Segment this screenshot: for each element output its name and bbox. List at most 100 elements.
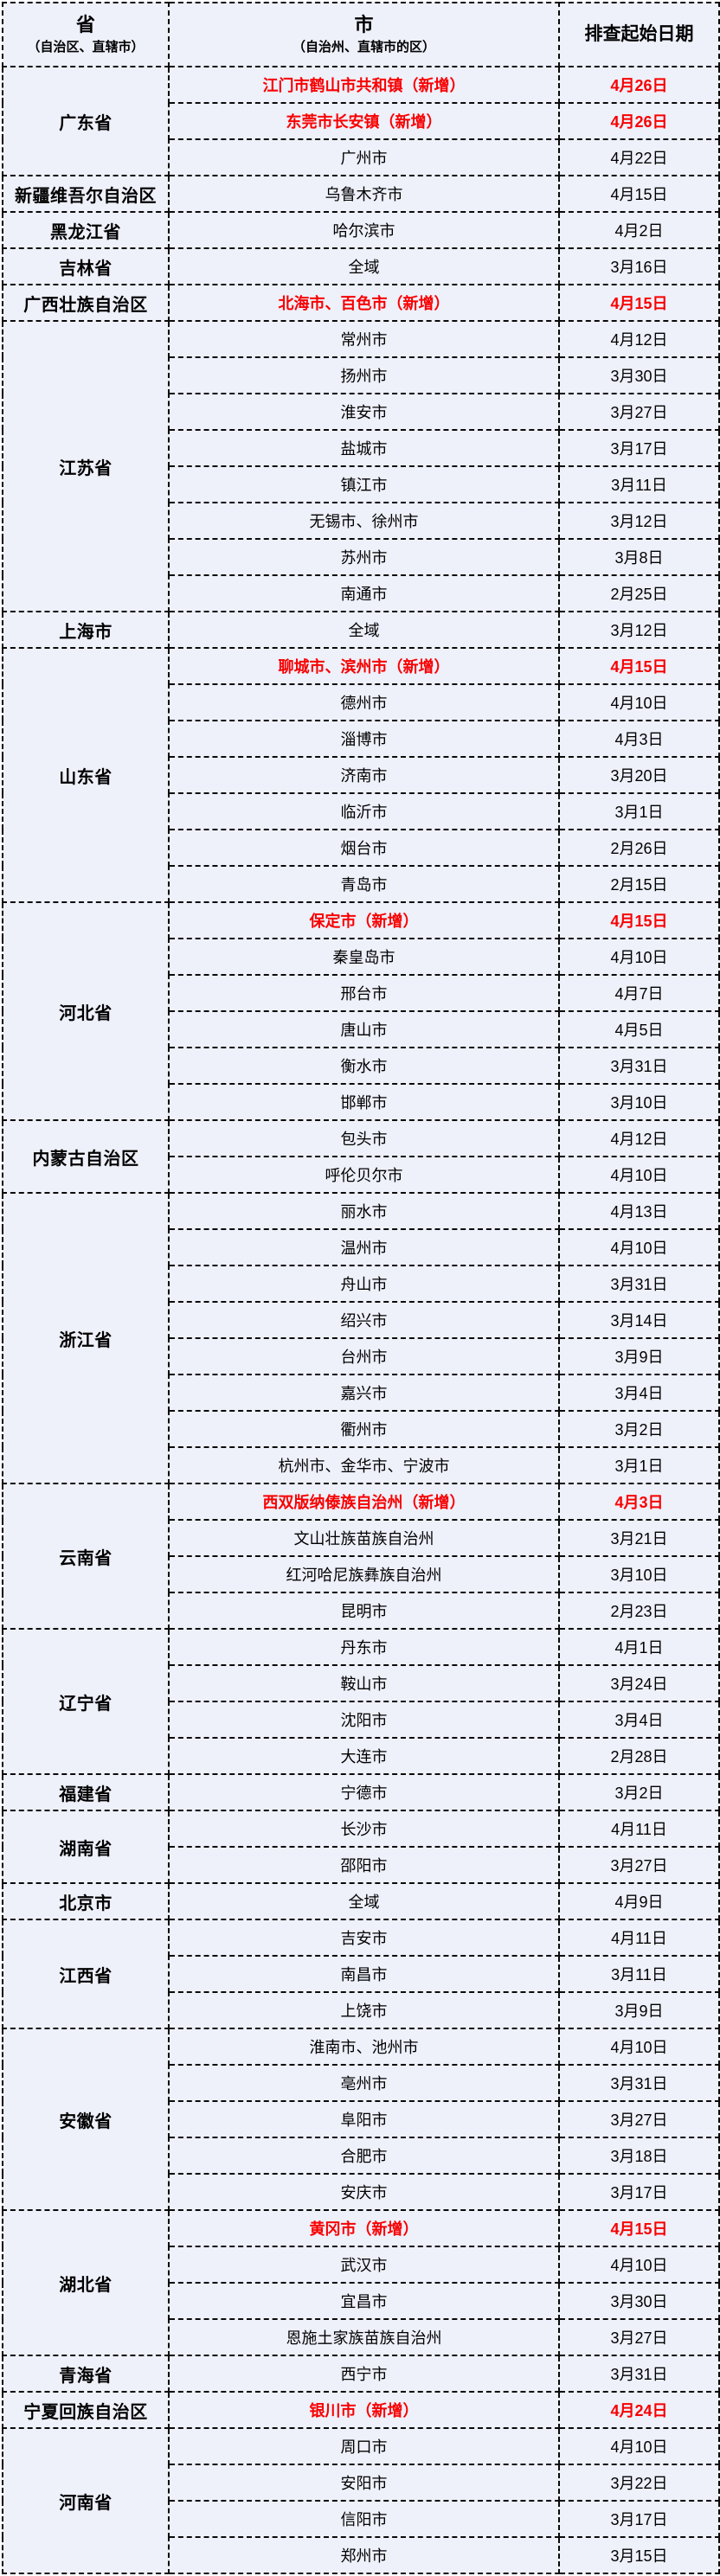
date-cell: 2月25日 xyxy=(558,574,720,612)
city-cell: 绍兴市 xyxy=(168,1301,560,1339)
table-row: 邵阳市 3月27日 xyxy=(3,1846,720,1884)
table-row: 东莞市长安镇（新增） 4月26日 xyxy=(3,102,720,140)
table-row: 沈阳市 3月4日 xyxy=(3,1701,720,1739)
date-cell: 4月1日 xyxy=(558,1628,720,1666)
date-cell: 3月31日 xyxy=(558,1265,720,1303)
table-row: 江苏省 常州市 4月12日 xyxy=(2,320,720,612)
date-cell: 3月10日 xyxy=(558,1083,720,1121)
header-start-date: 排查起始日期 xyxy=(558,2,720,67)
city-cell-new: 北海市、百色市（新增） xyxy=(168,284,560,322)
table-row: 临沂市 3月1日 xyxy=(3,792,720,830)
province-cell: 上海市 xyxy=(2,611,170,649)
date-cell: 4月10日 xyxy=(558,1156,720,1194)
city-cell: 周口市 xyxy=(168,2427,560,2465)
table-row: 邢台市 4月7日 xyxy=(3,974,720,1012)
date-cell: 3月30日 xyxy=(558,2282,720,2320)
city-cell: 亳州市 xyxy=(168,2064,560,2102)
date-cell: 3月31日 xyxy=(558,2064,720,2102)
city-cell: 盐城市 xyxy=(168,429,560,467)
province-cell: 湖北省 xyxy=(2,2209,170,2356)
table-body: 广东省 江门市鹤山市共和镇（新增） 4月26日 东莞市长安镇（新增） 4月26日 广州市 4… xyxy=(2,66,720,2574)
table-row: 济南市 3月20日 xyxy=(3,756,720,794)
table-row: 鞍山市 3月24日 xyxy=(3,1664,720,1702)
city-cell: 大连市 xyxy=(168,1737,560,1775)
date-cell: 3月20日 xyxy=(558,756,720,794)
table-row: 合肥市 3月18日 xyxy=(3,2137,720,2175)
city-cell: 安庆市 xyxy=(168,2173,560,2211)
city-cell: 武汉市 xyxy=(168,2246,560,2284)
table-row: 亳州市 3月31日 xyxy=(3,2064,720,2102)
date-cell: 4月13日 xyxy=(558,1192,720,1230)
city-cell: 唐山市 xyxy=(168,1010,560,1048)
date-cell: 4月10日 xyxy=(558,2028,720,2066)
table-row: 恩施土家族苗族自治州 3月27日 xyxy=(3,2318,720,2356)
city-cell: 昆明市 xyxy=(168,1592,560,1630)
date-cell-new: 4月15日 xyxy=(558,901,720,939)
date-cell: 3月17日 xyxy=(558,2173,720,2211)
city-cell: 苏州市 xyxy=(168,538,560,576)
table-row: 青岛市 2月15日 xyxy=(3,865,720,903)
table-row: 北京市 全域 4月9日 xyxy=(2,1882,720,1920)
header-province-title: 省 xyxy=(75,14,95,36)
table-row: 宁夏回族自治区 银川市（新增） 4月24日 xyxy=(2,2391,720,2429)
city-cell: 邢台市 xyxy=(168,974,560,1012)
date-cell: 3月27日 xyxy=(558,2318,720,2356)
table-row: 唐山市 4月5日 xyxy=(3,1010,720,1048)
table-row: 青海省 西宁市 3月31日 xyxy=(2,2355,720,2393)
table-row: 武汉市 4月10日 xyxy=(3,2246,720,2284)
city-cell: 杭州市、金华市、宁波市 xyxy=(168,1446,560,1484)
city-cell: 青岛市 xyxy=(168,865,560,903)
date-cell: 3月8日 xyxy=(558,538,720,576)
city-cell: 淄博市 xyxy=(168,720,560,758)
date-cell: 3月4日 xyxy=(558,1374,720,1412)
date-cell: 3月27日 xyxy=(558,393,720,431)
table-header-row: 省 （自治区、直辖市） 市 （自治州、直辖市的区） 排查起始日期 xyxy=(2,2,720,67)
city-cell: 吉安市 xyxy=(168,1919,560,1957)
date-cell: 3月9日 xyxy=(558,1337,720,1375)
header-province: 省 （自治区、直辖市） xyxy=(2,2,170,67)
city-cell: 南昌市 xyxy=(168,1955,560,1993)
table-row: 秦皇岛市 4月10日 xyxy=(3,938,720,976)
date-cell: 4月5日 xyxy=(558,1010,720,1048)
date-cell-new: 4月3日 xyxy=(558,1483,720,1521)
date-cell-new: 4月15日 xyxy=(558,2209,720,2247)
date-cell: 3月14日 xyxy=(558,1301,720,1339)
city-cell: 鞍山市 xyxy=(168,1664,560,1702)
table-row: 内蒙古自治区 包头市 4月12日 xyxy=(2,1119,720,1194)
date-cell: 4月10日 xyxy=(558,2246,720,2284)
date-cell: 3月18日 xyxy=(558,2137,720,2175)
table-row: 阜阳市 3月27日 xyxy=(3,2100,720,2138)
city-cell: 全域 xyxy=(168,1882,560,1920)
province-cell: 吉林省 xyxy=(2,247,170,285)
date-cell: 3月11日 xyxy=(558,1955,720,1993)
table-row: 湖北省 黄冈市（新增） 4月15日 xyxy=(2,2209,720,2356)
table-row: 苏州市 3月8日 xyxy=(3,538,720,576)
date-cell-new: 4月26日 xyxy=(558,66,720,104)
date-cell: 4月10日 xyxy=(558,1228,720,1266)
city-cell: 呼伦贝尔市 xyxy=(168,1156,560,1194)
table-row: 昆明市 2月23日 xyxy=(3,1592,720,1630)
city-cell: 全域 xyxy=(168,611,560,649)
table-row: 南通市 2月25日 xyxy=(3,574,720,612)
province-cell: 广西壮族自治区 xyxy=(2,284,170,322)
table-row: 杭州市、金华市、宁波市 3月1日 xyxy=(3,1446,720,1484)
city-cell: 衡水市 xyxy=(168,1047,560,1085)
city-cell-new: 银川市（新增） xyxy=(168,2391,560,2429)
province-cell: 内蒙古自治区 xyxy=(2,1119,170,1194)
province-cell: 江西省 xyxy=(2,1919,170,2029)
date-cell: 3月4日 xyxy=(558,1701,720,1739)
date-cell: 4月3日 xyxy=(558,720,720,758)
city-cell: 宁德市 xyxy=(168,1773,560,1811)
city-cell: 淮安市 xyxy=(168,393,560,431)
city-cell: 德州市 xyxy=(168,683,560,721)
date-cell-new: 4月26日 xyxy=(558,102,720,140)
date-cell: 3月2日 xyxy=(558,1410,720,1448)
table-row: 宜昌市 3月30日 xyxy=(3,2282,720,2320)
date-cell: 2月15日 xyxy=(558,865,720,903)
table-row: 绍兴市 3月14日 xyxy=(3,1301,720,1339)
table-row: 安阳市 3月22日 xyxy=(3,2464,720,2502)
date-cell: 4月22日 xyxy=(558,138,720,176)
province-cell: 宁夏回族自治区 xyxy=(2,2391,170,2429)
table-row: 广东省 江门市鹤山市共和镇（新增） 4月26日 xyxy=(2,66,720,176)
province-cell: 安徽省 xyxy=(2,2028,170,2211)
